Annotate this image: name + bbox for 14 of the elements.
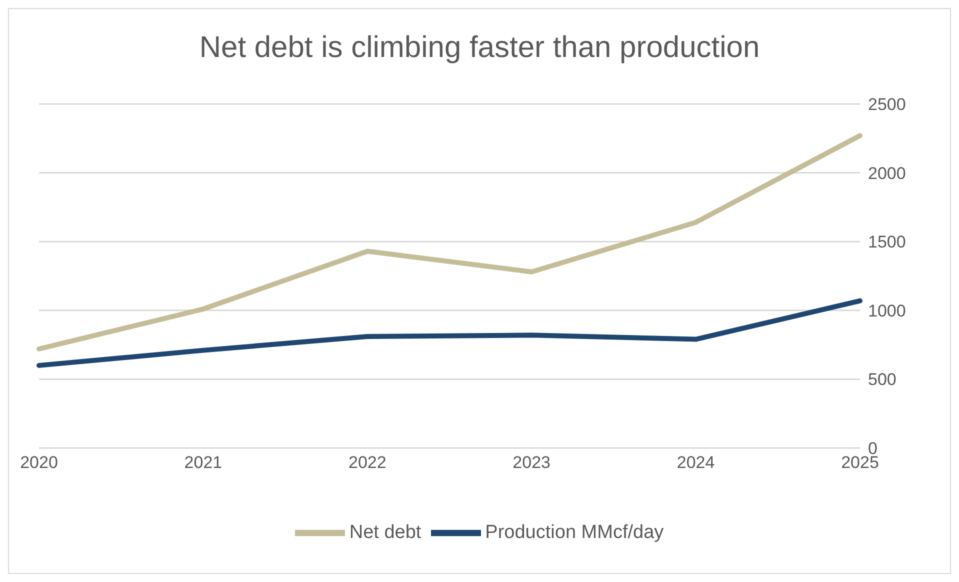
legend-label: Production MMcf/day (485, 522, 664, 544)
legend-label: Net debt (349, 522, 422, 544)
x-tick-label: 2021 (184, 453, 222, 472)
x-tick-label: 2025 (841, 453, 879, 472)
chart-title: Net debt is climbing faster than production (198, 31, 761, 65)
x-tick-label: 2022 (348, 453, 386, 472)
x-tick-label: 2020 (20, 453, 58, 472)
y-tick-label: 1500 (868, 232, 906, 252)
y-tick-label: 2500 (868, 95, 906, 114)
y-tick-label: 1000 (868, 301, 906, 320)
x-tick-label: 2023 (512, 453, 551, 472)
x-tick-label: 2024 (676, 453, 715, 472)
y-tick-label: 500 (868, 370, 896, 390)
y-tick-label: 2000 (868, 164, 906, 183)
